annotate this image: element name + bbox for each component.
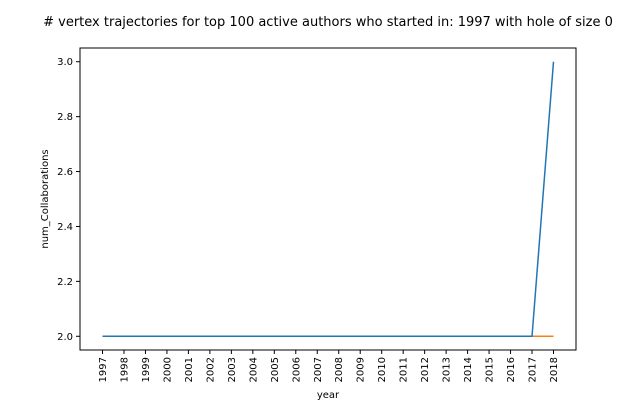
y-tick-label: 2.0 <box>57 332 73 343</box>
series-line-1 <box>102 61 555 338</box>
y-axis-label: num_Collaborations <box>40 149 51 248</box>
x-axis-label: year <box>317 390 340 400</box>
x-tick-label: 2008 <box>334 357 345 382</box>
series-layer <box>102 61 555 338</box>
y-tick-label: 2.8 <box>57 112 73 123</box>
x-tick-label: 2015 <box>485 357 496 382</box>
x-axis: 1997 1998 1999 2000 2001 2002 2003 2004 2005 2006… <box>98 350 560 382</box>
y-tick-label: 2.2 <box>57 277 73 288</box>
plot-frame <box>79 47 577 351</box>
x-tick-label: 2002 <box>205 357 216 382</box>
x-tick-label: 2006 <box>291 357 302 382</box>
x-tick-label: 2010 <box>377 357 388 382</box>
x-tick-label: 2016 <box>506 357 517 382</box>
x-tick-label: 2009 <box>356 357 367 382</box>
x-tick-label: 2012 <box>420 357 431 382</box>
x-tick-label: 2017 <box>528 357 539 382</box>
x-tick-label: 2005 <box>270 357 281 382</box>
x-tick-label: 2007 <box>313 357 324 382</box>
x-tick-label: 2013 <box>442 357 453 382</box>
x-tick-label: 1998 <box>119 357 130 382</box>
x-tick-label: 2000 <box>162 357 173 382</box>
x-tick-label: 1999 <box>141 357 152 382</box>
x-tick-label: 2011 <box>399 357 410 382</box>
y-axis: 2.0 2.2 2.4 2.6 2.8 3.0 <box>57 57 80 343</box>
x-tick-label: 2001 <box>184 357 195 382</box>
x-tick-label: 1997 <box>98 357 109 382</box>
x-tick-label: 2003 <box>227 357 238 382</box>
x-tick-label: 2004 <box>248 357 259 382</box>
y-tick-label: 2.6 <box>57 167 73 178</box>
x-tick-label: 2014 <box>463 357 474 382</box>
y-tick-label: 3.0 <box>57 57 73 68</box>
x-tick-label: 2018 <box>549 357 560 382</box>
chart-title: # vertex trajectories for top 100 active… <box>43 15 613 30</box>
y-tick-label: 2.4 <box>57 222 73 233</box>
